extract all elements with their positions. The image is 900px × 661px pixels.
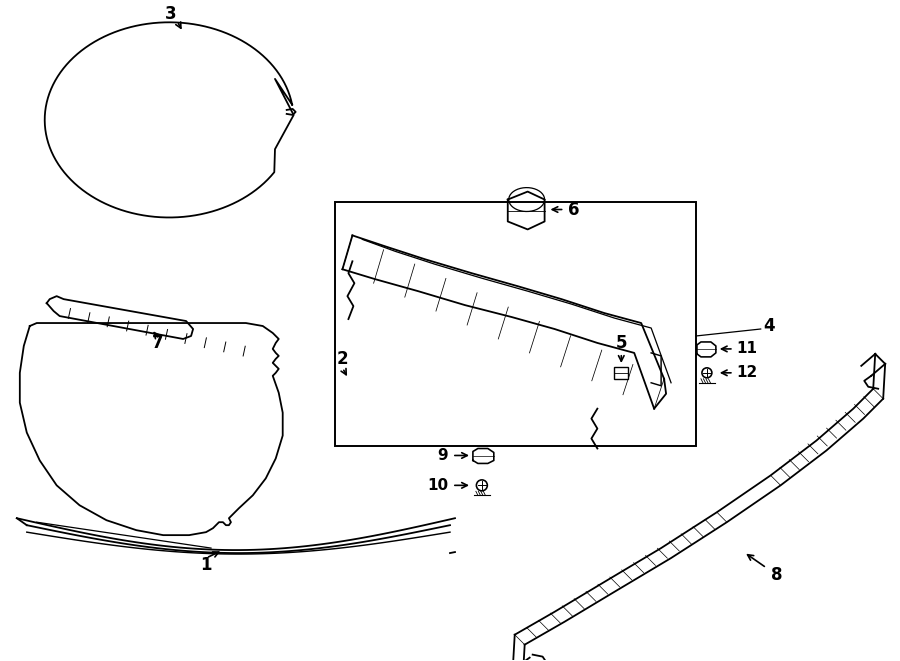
Text: 1: 1 <box>201 556 212 574</box>
Text: 4: 4 <box>764 317 775 335</box>
Text: 11: 11 <box>737 342 758 356</box>
Bar <box>615 367 628 379</box>
Text: 10: 10 <box>427 478 448 493</box>
Text: 5: 5 <box>616 334 627 352</box>
Text: 2: 2 <box>337 350 348 368</box>
Text: 6: 6 <box>568 200 579 219</box>
Text: 7: 7 <box>151 334 163 352</box>
Text: 12: 12 <box>737 366 758 380</box>
Text: 8: 8 <box>770 566 782 584</box>
Text: 9: 9 <box>437 448 448 463</box>
Text: 3: 3 <box>166 5 177 23</box>
Bar <box>336 202 696 446</box>
